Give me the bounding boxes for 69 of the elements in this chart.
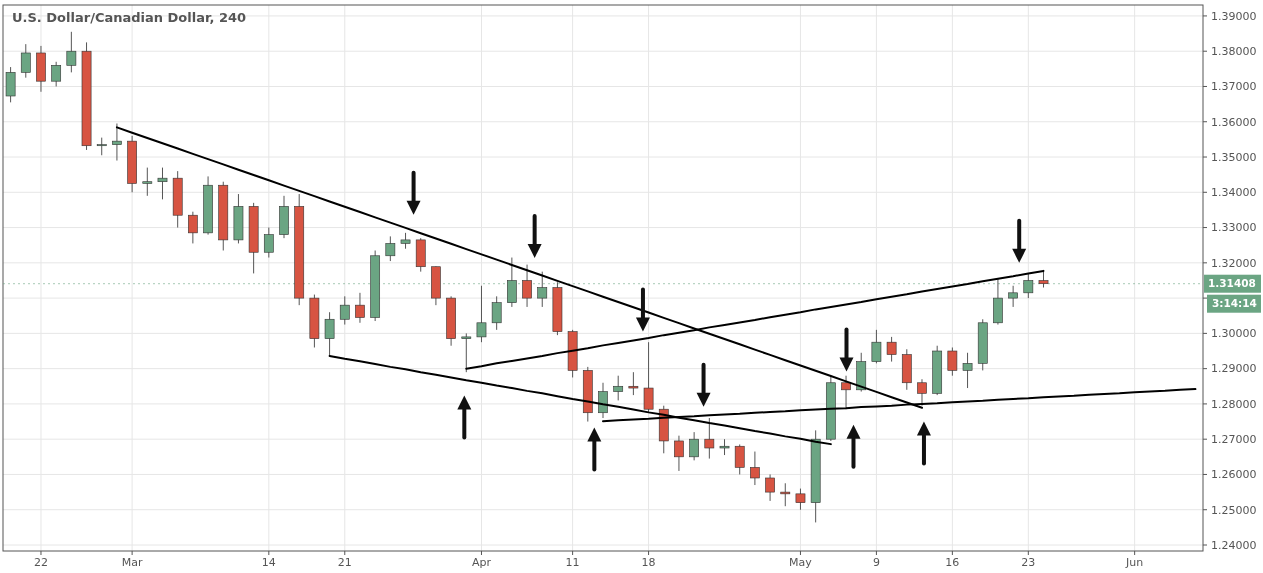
y-tick-label: 1.25000 [1211,503,1257,517]
y-tick-label: 1.35000 [1211,150,1257,164]
candlestick [112,123,122,162]
candlestick [324,311,335,357]
candlestick [157,167,168,200]
candlestick [871,329,882,364]
x-tick-label: 21 [337,556,352,569]
x-tick-label: 14 [261,556,276,569]
candlestick [263,227,274,259]
y-tick-label: 1.38000 [1211,45,1257,59]
candlestick [522,264,532,308]
candlestick [461,332,472,373]
candlestick [66,31,77,73]
y-tick-label: 1.29000 [1211,362,1257,376]
candlestick [734,443,745,475]
chart-title: U.S. Dollar/Canadian Dollar, 240 [12,10,247,25]
y-tick-label: 1.37000 [1211,80,1257,94]
candlestick [643,341,654,414]
x-tick-label: 9 [872,556,880,569]
ref-line-label: 1.31408 [1208,277,1256,290]
candlestick [962,352,973,389]
candlestick [507,257,517,308]
candlestick [188,211,198,244]
candlestick [841,375,851,410]
candlestick [613,375,624,401]
x-tick-label: May [789,556,813,569]
y-tick-label: 1.32000 [1211,256,1257,270]
candlestick [780,482,791,507]
candlestick [20,43,31,79]
candlestick [947,346,958,377]
y-tick-label: 1.28000 [1211,397,1257,411]
x-tick-label: Jun [1125,556,1144,569]
candlestick [339,295,350,326]
y-tick-label: 1.36000 [1211,115,1257,129]
candlestick [689,431,699,461]
candlestick [598,382,608,419]
candlestick [795,488,806,511]
candlestick [385,235,396,262]
y-tick-label: 1.30000 [1211,327,1257,341]
candlestick [674,435,684,472]
x-tick-label: 16 [945,556,960,569]
candlestick [355,292,365,324]
candlestick [1008,285,1018,308]
y-tick-label: 1.33000 [1211,221,1257,235]
x-tick-label: 18 [641,556,656,569]
candlestick [476,285,487,343]
y-tick-label: 1.27000 [1211,433,1257,447]
y-tick-label: 1.24000 [1211,538,1257,552]
candlestick [628,371,639,396]
candlestick [491,295,502,331]
candlestick [886,336,897,363]
candlestick [142,167,153,197]
x-tick-label: Mar [121,556,143,569]
x-tick-label: 22 [33,556,48,569]
candlestick [51,61,62,87]
candlestick [765,473,775,502]
y-tick-label: 1.39000 [1211,9,1257,23]
candlestick [537,271,548,308]
candlestick [5,66,16,103]
candlestick [1023,272,1034,299]
y-tick-label: 1.26000 [1211,468,1257,482]
x-tick-label: 23 [1021,556,1036,569]
text: 3:14:14 [1212,297,1257,310]
x-tick-label: Apr [471,556,492,569]
candlestick [917,378,927,407]
x-tick-label: 11 [565,556,580,569]
candlestick [704,417,715,460]
y-tick-label: 1.34000 [1211,186,1257,200]
candlestick [750,451,760,486]
